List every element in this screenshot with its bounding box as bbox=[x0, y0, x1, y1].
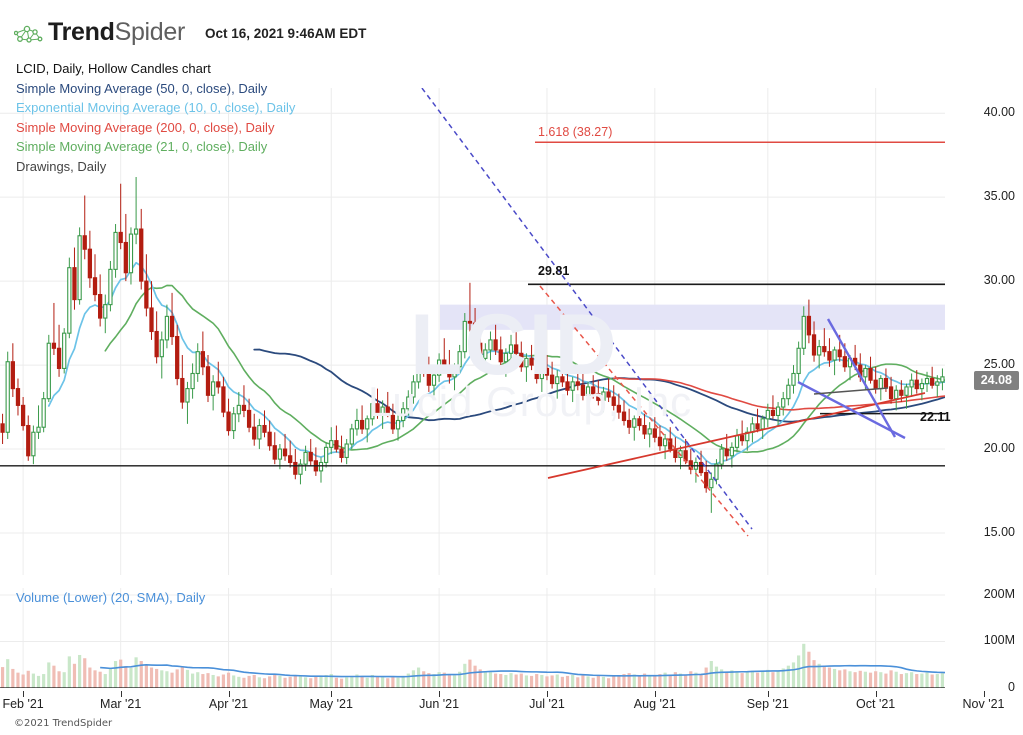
date-tick-6: Aug '21 bbox=[633, 697, 676, 711]
brand-light: Spider bbox=[114, 18, 186, 46]
brand-bold: Trend bbox=[48, 18, 115, 46]
copyright-notice: ©2021 TrendSpider bbox=[14, 718, 113, 729]
volume-chart-pane[interactable] bbox=[0, 588, 945, 688]
date-tick-7: Sep '21 bbox=[746, 697, 789, 711]
legend-item-sma200[interactable]: Simple Moving Average (200, 0, close), D… bbox=[16, 119, 275, 135]
price-chart-pane[interactable] bbox=[0, 88, 945, 575]
price-tick-20: 20.00 bbox=[983, 441, 1015, 456]
price-tick-35: 35.00 bbox=[983, 189, 1015, 204]
volume-tick-100M: 100M bbox=[983, 633, 1015, 648]
price-tick-40: 40.00 bbox=[983, 105, 1015, 120]
legend-item-sma50[interactable]: Simple Moving Average (50, 0, close), Da… bbox=[16, 80, 268, 96]
current-price-badge[interactable]: 24.08 bbox=[973, 370, 1019, 390]
date-axis[interactable]: Feb '21 Mar '21 Apr '21 May '21 Jun '21 Jul '… bbox=[0, 691, 1005, 717]
fibonacci-level-label: 1.618 (38.27) bbox=[538, 125, 613, 140]
date-tick-2: Apr '21 bbox=[208, 697, 249, 711]
date-tick-3: May '21 bbox=[309, 697, 353, 711]
date-tick-8: Oct '21 bbox=[856, 697, 896, 711]
date-tick-mark bbox=[228, 691, 230, 697]
chart-timestamp: Oct 16, 2021 9:46AM EDT bbox=[205, 26, 367, 41]
date-tick-mark bbox=[654, 691, 656, 697]
resistance-level-label: 29.81 bbox=[538, 264, 570, 279]
date-tick-mark bbox=[331, 691, 333, 697]
date-tick-1: Mar '21 bbox=[100, 697, 142, 711]
watermark-company: Lucid Group, Inc bbox=[368, 378, 693, 425]
support-level-label: 22.11 bbox=[920, 409, 951, 424]
legend-item-sma21[interactable]: Simple Moving Average (21, 0, close), Da… bbox=[16, 139, 268, 155]
date-tick-4: Jun '21 bbox=[419, 697, 460, 711]
date-tick-mark bbox=[120, 691, 122, 697]
legend-item-ema10[interactable]: Exponential Moving Average (10, 0, close… bbox=[16, 100, 296, 116]
date-tick-mark bbox=[546, 691, 548, 697]
date-tick-5: Jul '21 bbox=[529, 697, 565, 711]
volume-tick-200M: 200M bbox=[983, 586, 1015, 601]
price-tick-25: 25.00 bbox=[983, 357, 1015, 372]
date-tick-9: Nov '21 bbox=[962, 697, 1005, 711]
spider-web-icon bbox=[14, 23, 44, 47]
date-tick-mark bbox=[875, 691, 877, 697]
chart-legend: LCID, Daily, Hollow Candles chart Simple… bbox=[16, 59, 295, 177]
date-tick-mark bbox=[767, 691, 769, 697]
price-tick-15: 15.00 bbox=[983, 525, 1015, 540]
date-tick-mark bbox=[983, 691, 985, 697]
date-tick-mark bbox=[439, 691, 441, 697]
date-tick-0: Feb '21 bbox=[2, 697, 44, 711]
watermark-symbol: LCID bbox=[410, 297, 619, 393]
date-tick-mark bbox=[23, 691, 25, 697]
brand-wordmark: TrendSpider bbox=[48, 20, 185, 45]
legend-item-drawings[interactable]: Drawings, Daily bbox=[16, 158, 107, 174]
header-bar: TrendSpider Oct 16, 2021 9:46AM EDT bbox=[0, 0, 1023, 50]
legend-item-volume[interactable]: Volume (Lower) (20, SMA), Daily bbox=[16, 590, 206, 605]
legend-chart-title: LCID, Daily, Hollow Candles chart bbox=[16, 61, 211, 76]
volume-tick-0: 0 bbox=[1008, 680, 1015, 694]
price-tick-30: 30.00 bbox=[983, 273, 1015, 288]
price-axis[interactable]: 40.00 35.00 30.00 25.00 20.00 15.00 200M 100M 0 2… bbox=[945, 0, 1023, 735]
